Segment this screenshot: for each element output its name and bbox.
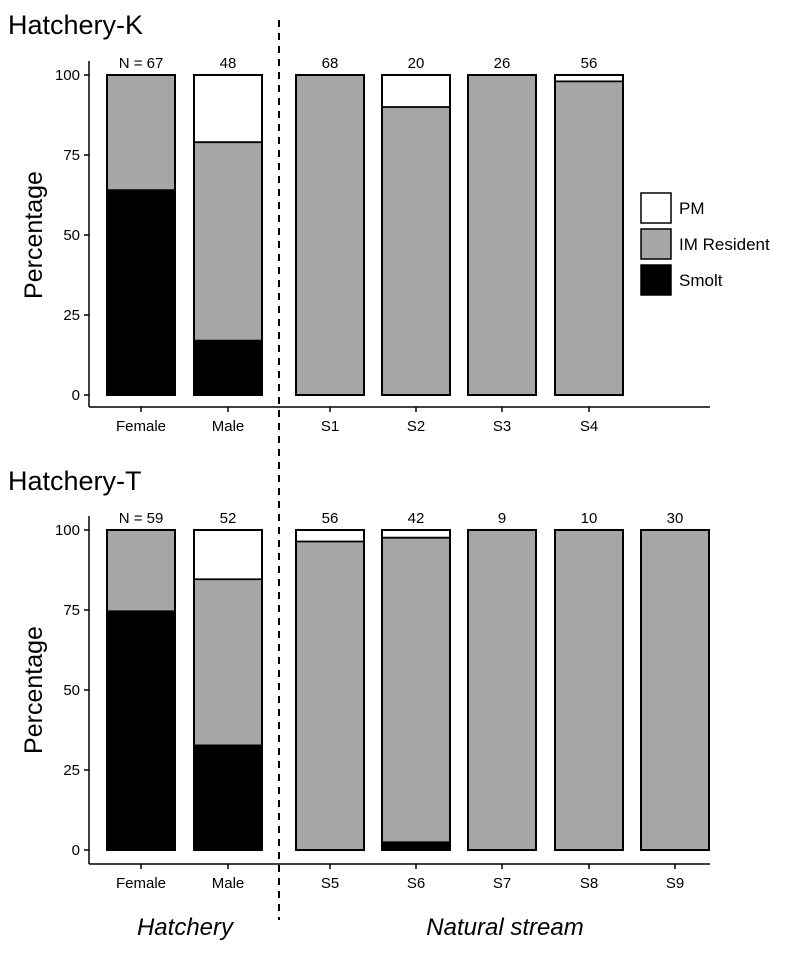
y-tick-label: 75 (63, 602, 80, 619)
x-tick-label: S5 (321, 875, 339, 892)
x-tick-label: S4 (580, 418, 598, 435)
bar-segment-im-resident (296, 75, 364, 395)
bar-outline (106, 529, 176, 851)
bar-segment-im-resident (382, 107, 450, 395)
x-tick-label: S3 (493, 418, 511, 435)
bar-segment-im-resident (296, 541, 364, 850)
bar-segment-im-resident (641, 530, 709, 850)
panel-hatchery-t: Hatchery-T Percentage 0 25 50 75 100 Female N = … (8, 466, 710, 892)
bar-segment-pm (555, 75, 623, 82)
y-tick-label: 50 (63, 227, 80, 244)
bar-outline (193, 74, 263, 396)
legend-label: Smolt (679, 271, 723, 290)
y-tick-label: 50 (63, 682, 80, 699)
bar-outline (381, 529, 451, 851)
bar-segment-pm (296, 530, 364, 542)
y-tick-label: 100 (55, 522, 80, 539)
panel-title: Hatchery-K (8, 10, 143, 40)
x-tick-label: Male (212, 875, 245, 892)
group-label-hatchery: Hatchery (137, 914, 235, 941)
n-label: 42 (408, 510, 425, 527)
x-tick-label: Male (212, 418, 245, 435)
x-tick-label: S7 (493, 875, 511, 892)
n-label: 20 (408, 55, 425, 72)
bar-outline (554, 74, 624, 396)
bar-outline (467, 74, 537, 396)
y-tick-label: 25 (63, 307, 80, 324)
bar-segment-smolt (382, 842, 450, 850)
n-label: 68 (322, 55, 339, 72)
y-tick-label: 100 (55, 67, 80, 84)
bar-segment-im-resident (382, 537, 450, 843)
bar-outline (106, 74, 176, 396)
x-tick-label: S1 (321, 418, 339, 435)
n-label: 56 (581, 55, 598, 72)
x-tick-label: S9 (666, 875, 684, 892)
bar-segment-pm (382, 530, 450, 538)
x-tick-label: Female (116, 875, 166, 892)
bar-segment-im-resident (194, 142, 262, 341)
bar-outline (193, 529, 263, 851)
bar-segment-im-resident (194, 579, 262, 746)
bar-outline (295, 529, 365, 851)
bar-segment-pm (194, 75, 262, 143)
bar-outline (295, 74, 365, 396)
bar-segment-smolt (107, 190, 175, 395)
x-tick-label: S6 (407, 875, 425, 892)
bar-outline (640, 529, 710, 851)
legend-label: PM (679, 199, 705, 218)
legend-swatch-pm (640, 192, 672, 224)
group-label-natural: Natural stream (426, 914, 583, 941)
x-tick-label: S8 (580, 875, 598, 892)
bar-segment-im-resident (468, 75, 536, 395)
legend-label: IM Resident (679, 235, 770, 254)
bar-segment-im-resident (555, 81, 623, 396)
n-label: 52 (220, 510, 237, 527)
y-tick-label: 0 (72, 387, 80, 404)
bar-segment-im-resident (107, 530, 175, 612)
y-tick-label: 0 (72, 842, 80, 859)
legend-swatch-im-resident (640, 228, 672, 260)
n-label: N = 67 (119, 55, 164, 72)
n-label: 56 (322, 510, 339, 527)
legend-swatch-smolt (640, 264, 672, 296)
bar-segment-smolt (194, 745, 262, 850)
n-label: N = 59 (119, 510, 164, 527)
panel-hatchery-k: Hatchery-K Percentage 0 25 50 75 100 Female N = … (8, 10, 710, 435)
bar-segment-pm (382, 75, 450, 107)
n-label: 9 (498, 510, 506, 527)
y-tick-label: 25 (63, 762, 80, 779)
bar-segment-im-resident (555, 530, 623, 850)
y-axis-label: Percentage (20, 171, 48, 299)
legend: PM IM Resident Smolt (640, 192, 770, 296)
x-tick-label: Female (116, 418, 166, 435)
n-label: 30 (667, 510, 684, 527)
bar-segment-im-resident (107, 75, 175, 191)
panel-title: Hatchery-T (8, 466, 142, 496)
n-label: 26 (494, 55, 511, 72)
n-label: 10 (581, 510, 598, 527)
bar-segment-smolt (194, 340, 262, 395)
bar-segment-im-resident (468, 530, 536, 850)
bar-outline (554, 529, 624, 851)
y-axis-label: Percentage (20, 626, 48, 754)
bar-outline (381, 74, 451, 396)
n-label: 48 (220, 55, 237, 72)
bar-segment-smolt (107, 611, 175, 850)
bar-segment-pm (194, 530, 262, 580)
y-tick-label: 75 (63, 147, 80, 164)
x-tick-label: S2 (407, 418, 425, 435)
bar-outline (467, 529, 537, 851)
